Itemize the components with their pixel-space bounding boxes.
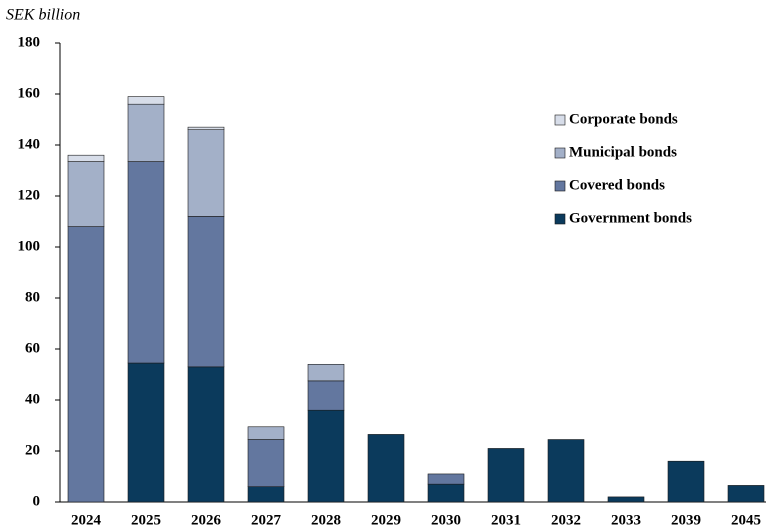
legend-label: Government bonds: [569, 210, 692, 226]
x-tick-label: 2039: [671, 512, 701, 528]
x-tick-label: 2027: [251, 512, 282, 528]
y-tick-label: 100: [18, 238, 41, 254]
y-tick-label: 60: [25, 340, 40, 356]
y-tick-label: 20: [25, 442, 40, 458]
y-tick-label: 160: [18, 85, 41, 101]
y-tick-label: 120: [18, 187, 41, 203]
x-tick-label: 2028: [311, 512, 341, 528]
bar-segment: [187, 216, 225, 368]
y-tick-label: 140: [18, 136, 41, 152]
x-tick-label: 2025: [131, 512, 161, 528]
bar-segment: [127, 362, 165, 503]
x-tick-label: 2024: [71, 512, 102, 528]
x-tick-label: 2032: [551, 512, 581, 528]
y-tick-label: 40: [25, 391, 40, 407]
bar-segment: [247, 426, 285, 440]
legend-label: Corporate bonds: [569, 111, 678, 127]
bar-segment: [187, 366, 225, 503]
x-tick-label: 2045: [731, 512, 761, 528]
x-tick-label: 2029: [371, 512, 401, 528]
bar-segment: [427, 483, 465, 503]
legend-swatch: [554, 147, 566, 159]
bar-segment: [127, 96, 165, 105]
bar-segment: [607, 496, 645, 503]
bar-segment: [187, 129, 225, 217]
x-tick-label: 2033: [611, 512, 641, 528]
x-tick-label: 2026: [191, 512, 222, 528]
bar-segment: [127, 161, 165, 364]
bar-segment: [547, 439, 585, 503]
bar-segment: [67, 161, 105, 227]
bar-segment: [67, 154, 105, 162]
bar-segment: [487, 448, 525, 503]
bar-segment: [307, 363, 345, 382]
bar-segment: [667, 460, 705, 503]
legend-label: Covered bonds: [569, 177, 665, 193]
y-tick-label: 0: [33, 493, 41, 509]
x-tick-label: 2030: [431, 512, 461, 528]
y-axis-label: SEK billion: [6, 7, 80, 24]
legend-swatch: [554, 180, 566, 192]
bar-segment: [307, 409, 345, 503]
bar-segment: [187, 126, 225, 131]
x-tick-label: 2031: [491, 512, 521, 528]
bar-segment: [727, 485, 765, 503]
legend-label: Municipal bonds: [569, 144, 677, 160]
y-tick-label: 80: [25, 289, 40, 305]
bar-segment: [247, 486, 285, 503]
bar-segment: [307, 380, 345, 411]
legend-swatch: [554, 114, 566, 126]
bar-segment: [127, 103, 165, 162]
legend-swatch: [554, 213, 566, 225]
bar-segment: [427, 473, 465, 485]
bar-segment: [367, 434, 405, 503]
bar-segment: [67, 226, 105, 503]
y-tick-label: 180: [18, 34, 41, 50]
bar-segment: [247, 439, 285, 487]
